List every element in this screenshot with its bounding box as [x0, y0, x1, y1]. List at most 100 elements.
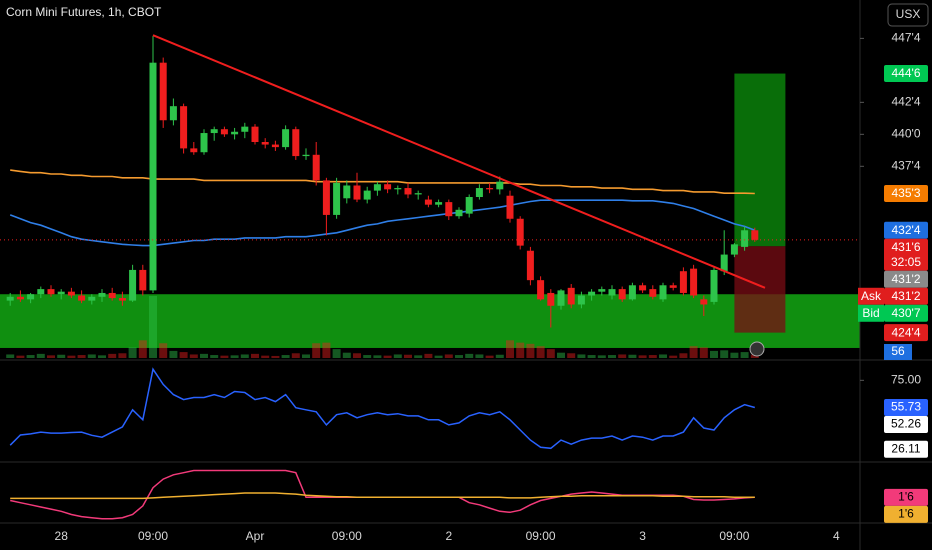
- volume-bar: [414, 355, 423, 358]
- volume-bar: [240, 354, 249, 358]
- volume-bar: [557, 352, 565, 358]
- volume-bar: [495, 354, 504, 358]
- price-prefix: Bid: [862, 306, 879, 320]
- volume-bar: [57, 354, 66, 358]
- candle-body: [690, 268, 698, 296]
- moving-average: [10, 169, 755, 195]
- x-tick-label: 2: [445, 529, 452, 543]
- alert-icon[interactable]: [749, 341, 765, 357]
- candle-body: [465, 197, 473, 214]
- candle-body: [526, 250, 534, 281]
- volume-bar: [210, 355, 219, 358]
- volume-bar: [506, 340, 514, 358]
- volume-bar: [669, 355, 678, 358]
- volume-bar: [36, 353, 45, 358]
- candle-body: [363, 190, 371, 200]
- volume-bar: [373, 355, 382, 358]
- volume-bar: [393, 354, 402, 358]
- candle-body: [200, 133, 208, 153]
- volume-bar: [149, 296, 157, 358]
- volume-bar: [16, 355, 25, 358]
- volume-bar: [648, 355, 657, 358]
- volume-bar: [271, 355, 280, 358]
- volume-bar: [710, 350, 718, 358]
- indicator-label: 1'6: [898, 506, 914, 520]
- candle-body: [547, 292, 555, 306]
- price-prefix-box: [858, 287, 884, 305]
- volume-bar: [6, 354, 15, 358]
- candle-body: [649, 289, 657, 297]
- volume-bar: [720, 350, 729, 358]
- volume-bar: [353, 353, 361, 358]
- volume-bar: [332, 349, 341, 358]
- indicator-label-box: [884, 505, 928, 523]
- volume-bar: [179, 352, 188, 358]
- candle-body: [404, 188, 412, 195]
- candle-body: [88, 296, 96, 301]
- candle-body: [537, 280, 545, 300]
- candle-body: [414, 193, 422, 195]
- candle-body: [394, 188, 402, 190]
- x-tick-label: 3: [639, 529, 646, 543]
- candle-body: [577, 295, 585, 305]
- candle-body: [659, 285, 667, 300]
- candle-body: [231, 131, 239, 135]
- volume-bar: [455, 355, 463, 358]
- volume-bar: [485, 355, 494, 358]
- x-tick-label: 09:00: [332, 529, 362, 543]
- volume-bar: [128, 347, 137, 358]
- price-label: 431'6: [892, 240, 921, 254]
- volume-bar: [424, 353, 433, 358]
- volume-bar: [516, 342, 525, 358]
- candle-body: [108, 292, 116, 299]
- candle-body: [557, 290, 565, 306]
- candle-body: [455, 209, 463, 217]
- volume-bar: [108, 353, 117, 358]
- price-label-box: [884, 238, 928, 271]
- price-prefix-box: [858, 304, 884, 322]
- candle-body: [129, 269, 137, 301]
- position-loss: [734, 246, 786, 333]
- volume-bar: [567, 353, 576, 358]
- x-tick-label: 09:00: [526, 529, 556, 543]
- volume-bar: [465, 353, 474, 358]
- candle-body: [67, 291, 75, 296]
- candle-body: [302, 154, 310, 157]
- volume-bar: [312, 343, 321, 358]
- price-label: 444'6: [892, 66, 921, 80]
- price-label: 432'4: [892, 223, 921, 237]
- candle-body: [475, 188, 483, 198]
- volume-bar: [302, 354, 310, 358]
- rsi-pane: [9, 367, 755, 450]
- volume-bar: [26, 355, 35, 358]
- position-profit: [734, 73, 786, 247]
- candle-body: [27, 294, 35, 300]
- volume-bar: [475, 354, 484, 358]
- candle-body: [282, 129, 290, 148]
- candle-body: [159, 62, 167, 121]
- y-tick-label: 437'4: [892, 158, 921, 172]
- volume-bar: [608, 355, 616, 358]
- currency-button[interactable]: [887, 3, 929, 27]
- price-prefix: Ask: [861, 289, 882, 303]
- indicator-label: 1'6: [898, 489, 914, 503]
- x-tick-label: 09:00: [719, 529, 749, 543]
- volume-bar: [740, 352, 749, 358]
- volume-bar: [577, 354, 586, 358]
- indicator-label-box: [884, 399, 928, 417]
- currency-label[interactable]: USX: [896, 7, 921, 21]
- candle-body: [210, 129, 218, 134]
- candle-body: [190, 148, 198, 153]
- volume-bar: [363, 355, 372, 358]
- candle-body: [333, 182, 341, 215]
- volume-bar: [587, 355, 596, 358]
- candle-body: [700, 299, 708, 305]
- price-pane: [0, 34, 860, 358]
- indicator-line: [10, 492, 755, 500]
- x-tick-label: 4: [833, 529, 840, 543]
- volume-bar: [98, 355, 106, 358]
- candle-body: [118, 298, 126, 301]
- volume-bar: [118, 353, 127, 358]
- candle-body: [169, 106, 177, 121]
- candle-body: [343, 185, 351, 199]
